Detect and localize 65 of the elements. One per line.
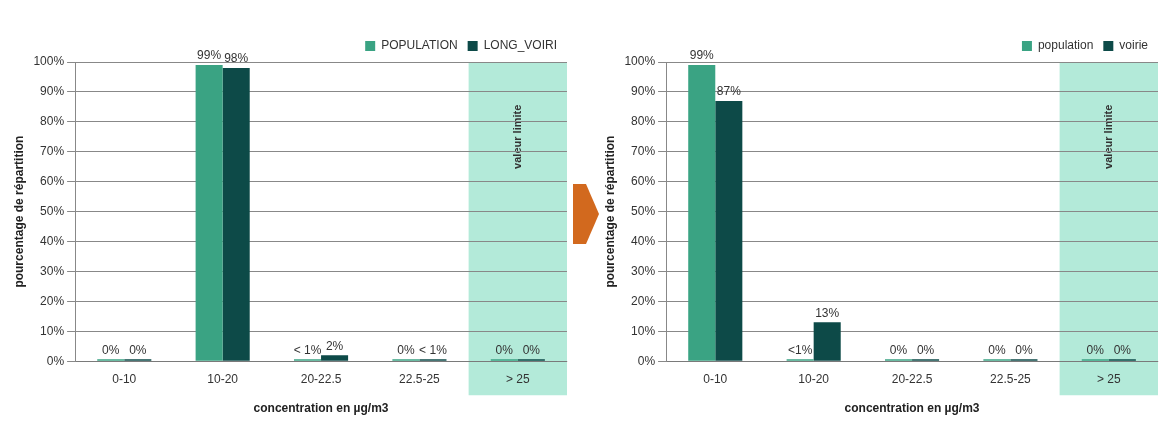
y-axis-title: pourcentage de répartition: [11, 135, 26, 288]
data-label: 0%: [1086, 342, 1105, 357]
data-label: < 1%: [293, 342, 322, 357]
y-tick-label: 20%: [40, 293, 65, 308]
data-label: 0%: [522, 342, 541, 357]
y-tick-label: 10%: [40, 323, 65, 338]
y-tick-label: 100%: [624, 54, 656, 69]
data-label: 0%: [1015, 342, 1033, 357]
data-label: 0%: [1113, 342, 1132, 357]
y-tick-label: 90%: [631, 84, 656, 99]
data-label: 0%: [129, 342, 147, 357]
y-tick-label: 0%: [46, 353, 65, 368]
y-tick-label: 40%: [40, 233, 65, 248]
bar: [715, 100, 743, 361]
x-tick-label: 20-22.5: [891, 371, 933, 386]
bar: [813, 322, 841, 361]
legend-label: voirie: [1119, 38, 1149, 53]
bar: [222, 67, 250, 361]
y-tick-label: 50%: [631, 203, 656, 218]
y-tick-label: 0%: [637, 353, 656, 368]
data-label: 99%: [197, 48, 222, 63]
y-tick-label: 70%: [631, 144, 656, 159]
data-label: 0%: [916, 342, 935, 357]
data-label: 0%: [495, 342, 514, 357]
x-tick-label: 10-20: [207, 371, 239, 386]
data-label: 99%: [689, 48, 715, 63]
y-tick-label: 100%: [33, 54, 65, 69]
x-tick-label: 0-10: [703, 371, 728, 386]
x-tick-label: 20-22.5: [300, 371, 342, 386]
y-tick-label: 20%: [631, 293, 656, 308]
data-label: < 1%: [419, 342, 448, 357]
y-tick-label: 80%: [631, 114, 656, 129]
data-label: 0%: [102, 342, 120, 357]
bar: [321, 355, 349, 361]
x-tick-label: > 25: [505, 371, 530, 386]
bar: [688, 64, 716, 361]
data-label: <1%: [787, 342, 813, 357]
y-tick-label: 40%: [631, 233, 656, 248]
x-axis-title: concentration en µg/m3: [253, 401, 389, 416]
data-label: 98%: [224, 51, 249, 66]
legend-label: population: [1037, 38, 1094, 53]
y-axis-title: pourcentage de répartition: [602, 135, 617, 288]
y-tick-label: 30%: [631, 263, 656, 278]
legend-label: LONG_VOIRI: [483, 38, 558, 53]
x-axis-title: concentration en µg/m3: [844, 401, 980, 416]
x-tick-label: 0-10: [112, 371, 137, 386]
y-tick-label: 60%: [631, 173, 656, 188]
data-label: 13%: [815, 305, 840, 320]
y-tick-label: 10%: [631, 323, 656, 338]
x-tick-label: > 25: [1096, 371, 1121, 386]
data-label: 2%: [325, 338, 344, 353]
bar: [195, 64, 223, 361]
y-tick-label: 50%: [40, 203, 65, 218]
data-label: 0%: [397, 342, 415, 357]
y-tick-label: 60%: [40, 173, 65, 188]
y-tick-label: 80%: [40, 114, 65, 129]
x-tick-label: 22.5-25: [399, 371, 441, 386]
y-tick-label: 30%: [40, 263, 65, 278]
y-tick-label: 90%: [40, 84, 65, 99]
x-tick-label: 22.5-25: [990, 371, 1032, 386]
y-tick-label: 70%: [40, 144, 65, 159]
x-tick-label: 10-20: [798, 371, 830, 386]
data-label: 0%: [889, 342, 908, 357]
legend-label: POPULATION: [381, 38, 458, 53]
data-label: 0%: [988, 342, 1006, 357]
